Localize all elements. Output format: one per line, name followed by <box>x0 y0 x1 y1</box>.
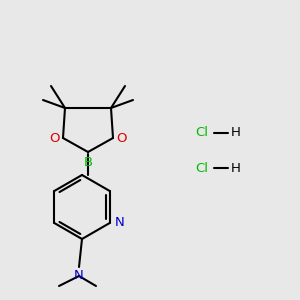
Text: O: O <box>50 133 60 146</box>
Text: O: O <box>116 133 127 146</box>
Text: Cl: Cl <box>195 161 208 175</box>
Text: N: N <box>74 269 84 282</box>
Text: B: B <box>83 156 93 169</box>
Text: N: N <box>115 217 124 230</box>
Text: H: H <box>231 161 241 175</box>
Text: Cl: Cl <box>195 127 208 140</box>
Text: H: H <box>231 127 241 140</box>
